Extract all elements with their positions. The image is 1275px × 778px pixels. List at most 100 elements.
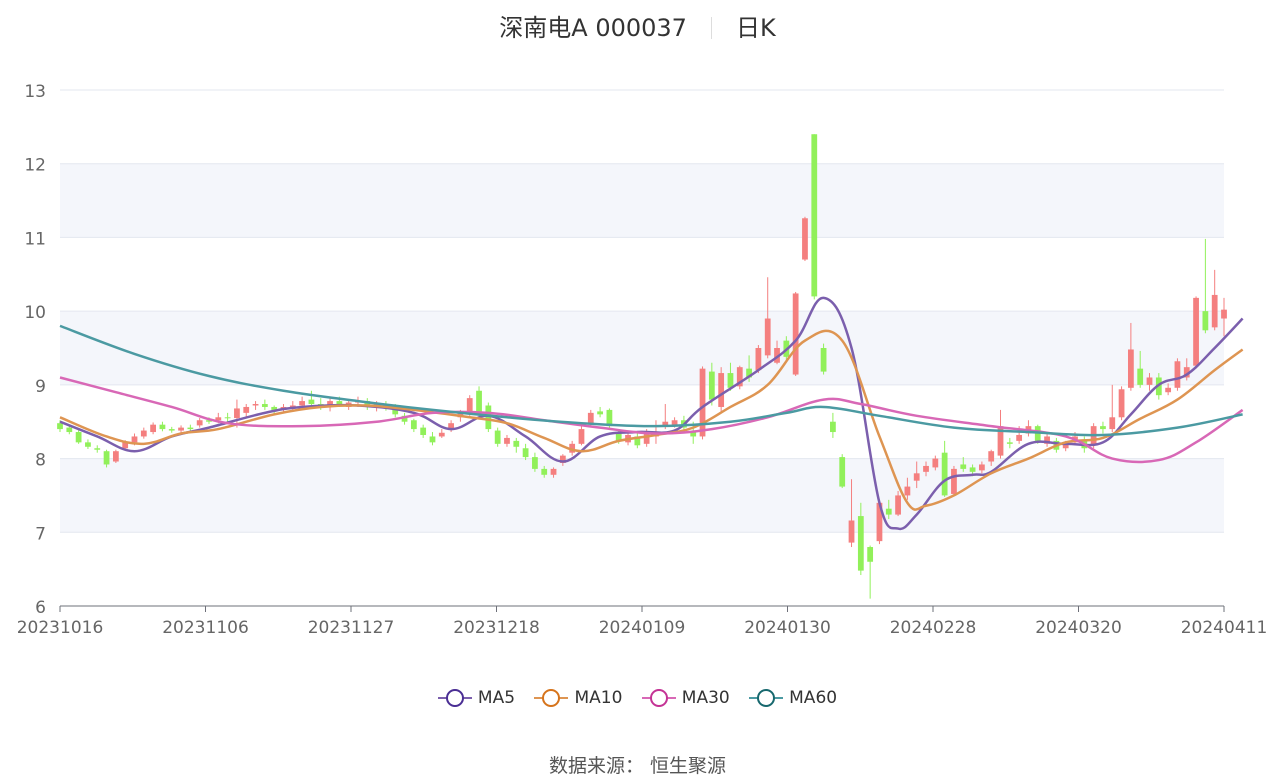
candle-body bbox=[467, 398, 473, 413]
candle-body bbox=[839, 457, 845, 486]
candle-body bbox=[234, 408, 240, 418]
candle bbox=[951, 466, 957, 495]
grid-band bbox=[60, 311, 1224, 385]
candle bbox=[113, 450, 119, 463]
y-tick-label: 6 bbox=[35, 598, 46, 618]
grid-band bbox=[60, 164, 1224, 238]
x-tick-label: 20240228 bbox=[890, 618, 977, 638]
candle-body bbox=[495, 431, 501, 444]
candle bbox=[942, 441, 948, 497]
x-tick-label: 20231106 bbox=[162, 618, 249, 638]
candle bbox=[1119, 386, 1125, 420]
candle-body bbox=[476, 391, 482, 413]
candle-body bbox=[113, 451, 119, 461]
candle bbox=[700, 366, 706, 439]
candle bbox=[495, 428, 501, 447]
legend-ma5-symbol bbox=[438, 688, 472, 708]
legend-ma10-symbol bbox=[534, 688, 568, 708]
candle bbox=[1109, 385, 1115, 432]
candle bbox=[737, 366, 743, 390]
legend-ma60[interactable]: MA60 bbox=[749, 688, 837, 708]
candle-body bbox=[849, 520, 855, 542]
candle bbox=[1044, 434, 1050, 447]
candle bbox=[830, 413, 836, 438]
x-axis: 20231016 20231106 20231127 20231218 20240109… bbox=[17, 606, 1268, 638]
legend-ma30[interactable]: MA30 bbox=[642, 688, 730, 708]
candle-body bbox=[1221, 310, 1227, 319]
candle bbox=[579, 426, 585, 445]
candle-body bbox=[178, 428, 184, 431]
candle bbox=[504, 435, 510, 447]
candle bbox=[253, 401, 259, 410]
chart-legend: MA5 MA10 MA30 MA60 bbox=[0, 688, 1275, 713]
candle bbox=[430, 432, 436, 445]
candle bbox=[160, 422, 166, 432]
candle-body bbox=[551, 469, 557, 475]
candle-body bbox=[1100, 426, 1106, 429]
candle-body bbox=[1212, 295, 1218, 327]
candle-body bbox=[253, 404, 259, 405]
candle bbox=[1007, 438, 1013, 448]
candle-body bbox=[1137, 369, 1143, 385]
legend-ma5[interactable]: MA5 bbox=[438, 688, 515, 708]
y-tick-label: 10 bbox=[24, 303, 46, 323]
candle-body bbox=[523, 448, 529, 457]
candle-body bbox=[728, 373, 734, 388]
candle-body bbox=[886, 509, 892, 515]
candle-body bbox=[700, 369, 706, 437]
candle bbox=[821, 344, 827, 375]
candle-body bbox=[1109, 417, 1115, 429]
candle bbox=[718, 367, 724, 413]
candle-body bbox=[579, 429, 585, 444]
x-tick-label: 20240130 bbox=[744, 618, 831, 638]
candle-body bbox=[1147, 377, 1153, 384]
candle bbox=[85, 439, 91, 449]
candle-body bbox=[513, 441, 519, 447]
candle-body bbox=[765, 319, 771, 356]
candle bbox=[802, 217, 808, 261]
candle-body bbox=[932, 459, 938, 468]
candle bbox=[1212, 270, 1218, 330]
candle-body bbox=[336, 401, 342, 404]
y-tick-label: 8 bbox=[35, 451, 46, 471]
data-source: 数据来源： 恒生聚源 bbox=[0, 751, 1275, 778]
candle-body bbox=[1202, 311, 1208, 330]
candle-body bbox=[420, 428, 426, 435]
candle-body bbox=[718, 373, 724, 407]
candle-body bbox=[132, 436, 138, 442]
candle bbox=[178, 425, 184, 432]
candle bbox=[420, 425, 426, 438]
legend-ma60-label: MA60 bbox=[789, 688, 837, 708]
legend-ma30-label: MA30 bbox=[682, 688, 730, 708]
candle-body bbox=[970, 467, 976, 471]
candle-body bbox=[94, 448, 100, 449]
candle bbox=[811, 134, 817, 299]
x-tick-label: 20240320 bbox=[1035, 618, 1122, 638]
legend-ma10[interactable]: MA10 bbox=[534, 688, 622, 708]
candle-body bbox=[1016, 435, 1022, 441]
candle bbox=[94, 445, 100, 452]
candle-body bbox=[197, 420, 203, 425]
grid-bands bbox=[60, 90, 1224, 532]
candle-body bbox=[914, 473, 920, 480]
legend-ma10-label: MA10 bbox=[574, 688, 622, 708]
x-tick-label: 20231218 bbox=[453, 618, 540, 638]
candle-body bbox=[960, 464, 966, 468]
candle-body bbox=[76, 432, 82, 442]
candle-body bbox=[532, 457, 538, 469]
grid-band bbox=[60, 459, 1224, 533]
candle-body bbox=[541, 469, 547, 475]
candle-body bbox=[1119, 389, 1125, 417]
x-tick-label: 20231016 bbox=[17, 618, 104, 638]
candle-body bbox=[951, 469, 957, 494]
candle-body bbox=[1193, 298, 1199, 366]
candle-body bbox=[141, 431, 147, 437]
candle-body bbox=[1175, 361, 1181, 388]
candle bbox=[197, 418, 203, 428]
candle bbox=[1193, 296, 1199, 368]
candle bbox=[1100, 422, 1106, 434]
candle bbox=[169, 427, 175, 433]
y-tick-label: 13 bbox=[24, 82, 46, 102]
candle bbox=[364, 398, 370, 410]
